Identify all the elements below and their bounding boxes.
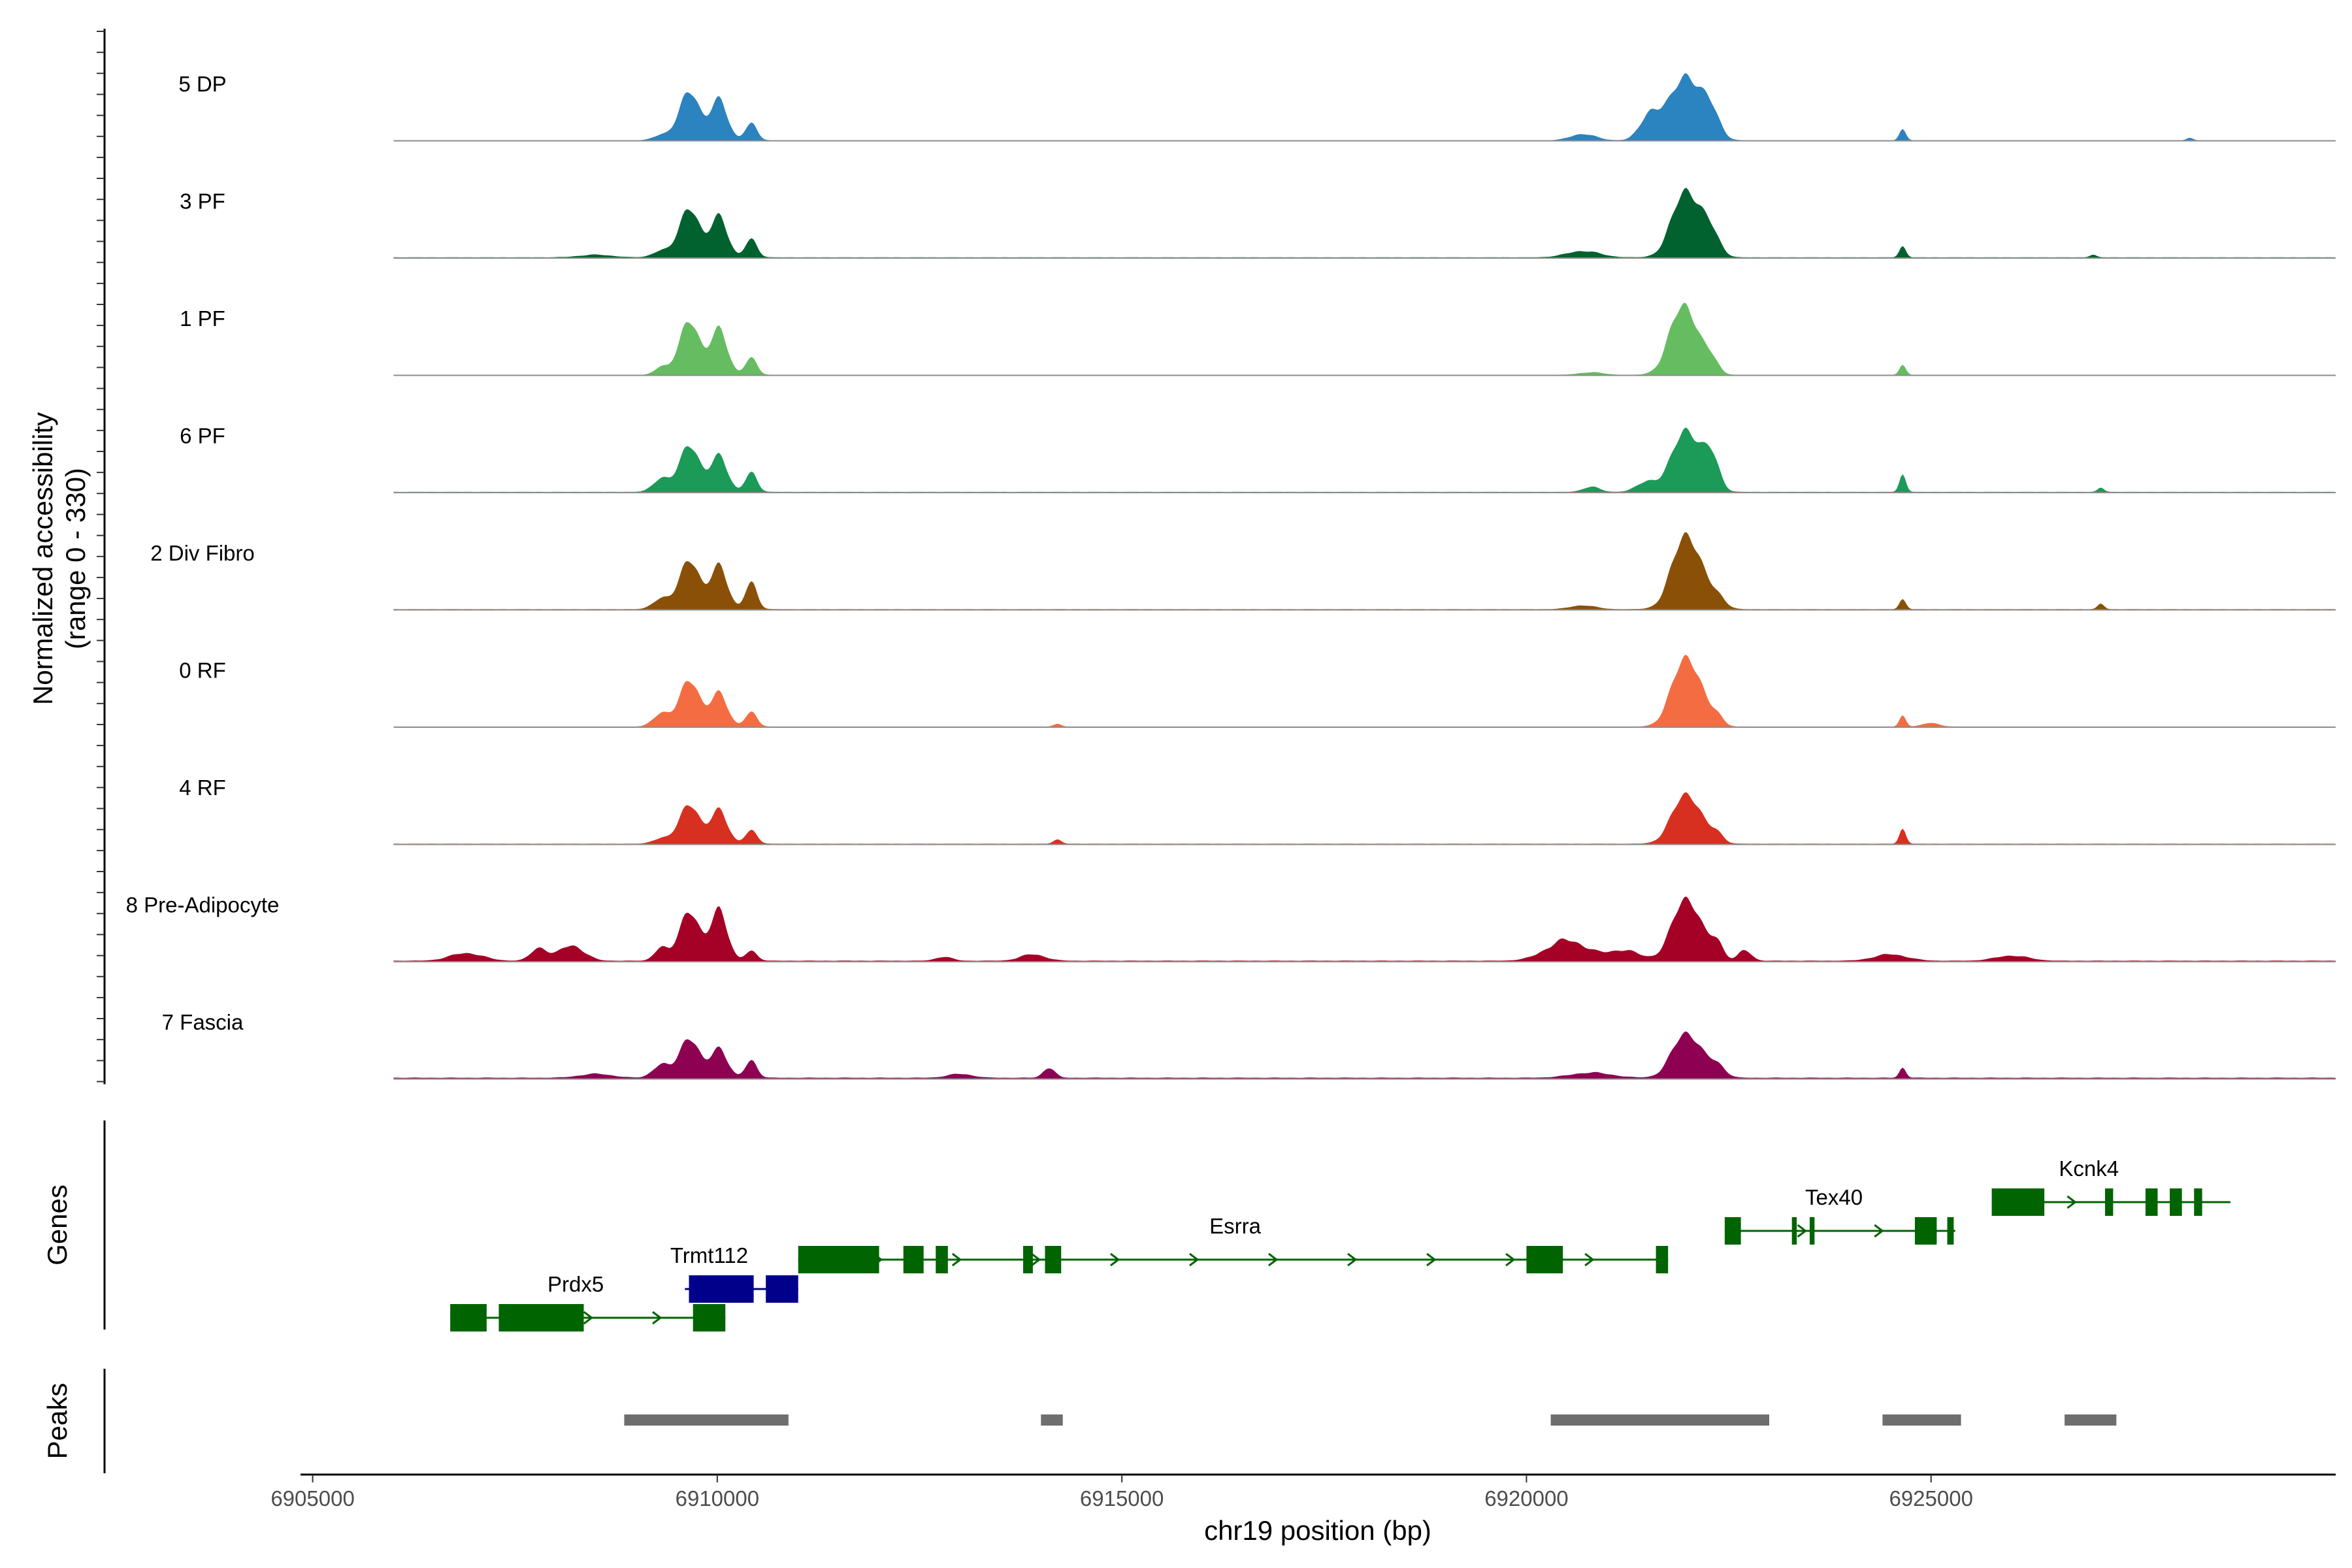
gene-label: Esrra <box>1209 1214 1261 1238</box>
peaks-panel-title: Peaks <box>42 1383 73 1460</box>
peak-region <box>1041 1414 1063 1426</box>
strand-chevron <box>583 1311 594 1325</box>
gene-exon <box>903 1246 924 1273</box>
strand-chevron <box>1426 1252 1437 1267</box>
gene-exon <box>2170 1188 2182 1216</box>
strand-chevron <box>652 1311 662 1325</box>
track-label: 5 DP <box>178 72 226 96</box>
y-axis-title: Normalized accessibility(range 0 - 330) <box>27 412 91 705</box>
coverage-area <box>393 188 2336 258</box>
gene-exon <box>1724 1217 1741 1245</box>
coverage-area <box>393 427 2336 493</box>
gene-exon <box>498 1304 584 1331</box>
axes: 6905000 6910000 6915000 6920000 6925000 <box>97 29 2336 1511</box>
strand-chevron <box>1584 1252 1595 1267</box>
gene-exon <box>936 1246 948 1273</box>
x-tick-label: 6925000 <box>1889 1486 1972 1511</box>
track-label: 3 PF <box>180 189 225 214</box>
gene-exon <box>1045 1246 1062 1273</box>
genes-panel-title: Genes <box>42 1184 73 1266</box>
peak-region <box>2065 1414 2117 1426</box>
gene-exon <box>1023 1246 1033 1273</box>
gene-exon <box>1947 1217 1954 1245</box>
coverage-tracks <box>393 73 2336 1080</box>
x-tick-label: 6910000 <box>676 1486 759 1511</box>
gene-label: Prdx5 <box>547 1272 604 1296</box>
coverage-area <box>393 792 2336 845</box>
gene-exon <box>2105 1188 2114 1216</box>
coverage-area <box>393 532 2336 610</box>
gene-exon <box>1809 1217 1815 1245</box>
coverage-track-labels: 5 DP 3 PF 1 PF 6 PF 2 Div Fibro 0 RF 4 RF 8 Pre… <box>126 72 280 1034</box>
peak-region <box>1550 1414 1770 1426</box>
strand-chevron <box>1109 1252 1120 1267</box>
x-tick-label: 6905000 <box>270 1486 354 1511</box>
gene-exon <box>798 1246 879 1273</box>
x-axis-title: chr19 position (bp) <box>1204 1515 1431 1546</box>
strand-chevron <box>2066 1195 2077 1209</box>
track-label: 1 PF <box>180 306 225 331</box>
coverage-area <box>393 655 2336 727</box>
gene-label: Tex40 <box>1805 1185 1863 1209</box>
strand-chevron <box>1874 1224 1884 1238</box>
gene-exon <box>766 1275 798 1303</box>
x-tick-label: 6915000 <box>1080 1486 1164 1511</box>
peak-region <box>624 1414 789 1426</box>
track-label: 7 Fascia <box>162 1010 244 1034</box>
gene-annotation-panel: Prdx5 Trmt112 Esrra Tex40 Kcnk4 <box>450 1156 2230 1331</box>
strand-chevron <box>1030 1252 1041 1267</box>
strand-chevron <box>1347 1252 1358 1267</box>
track-label: 4 RF <box>179 776 226 800</box>
gene-exon <box>2145 1188 2158 1216</box>
gene-exon <box>2194 1188 2202 1216</box>
strand-chevron <box>1268 1252 1279 1267</box>
gene-label: Kcnk4 <box>2059 1156 2119 1181</box>
strand-chevron <box>1505 1252 1516 1267</box>
coverage-area <box>393 1031 2336 1079</box>
gene-exon <box>693 1304 726 1331</box>
gene-exon <box>1656 1246 1669 1273</box>
gene-exon <box>1526 1246 1563 1273</box>
coverage-area <box>393 73 2336 141</box>
track-label: 0 RF <box>179 659 226 683</box>
gene-exon <box>450 1304 487 1331</box>
peak-region <box>1882 1414 1961 1426</box>
coverage-area <box>393 896 2336 962</box>
gene-label: Trmt112 <box>670 1243 748 1267</box>
track-label: 6 PF <box>180 424 225 448</box>
track-label: 2 Div Fibro <box>150 541 255 565</box>
strand-chevron <box>1189 1252 1200 1267</box>
gene-exon <box>1791 1217 1797 1245</box>
gene-exon <box>1914 1217 1937 1245</box>
x-tick-label: 6920000 <box>1484 1486 1568 1511</box>
track-label: 8 Pre-Adipocyte <box>126 893 280 917</box>
peak-panel <box>624 1414 2117 1426</box>
gene-exon <box>1991 1188 2045 1216</box>
coverage-area <box>393 302 2336 376</box>
strand-chevron <box>951 1252 962 1267</box>
gene-exon <box>689 1275 754 1303</box>
strand-chevron <box>1797 1224 1808 1238</box>
